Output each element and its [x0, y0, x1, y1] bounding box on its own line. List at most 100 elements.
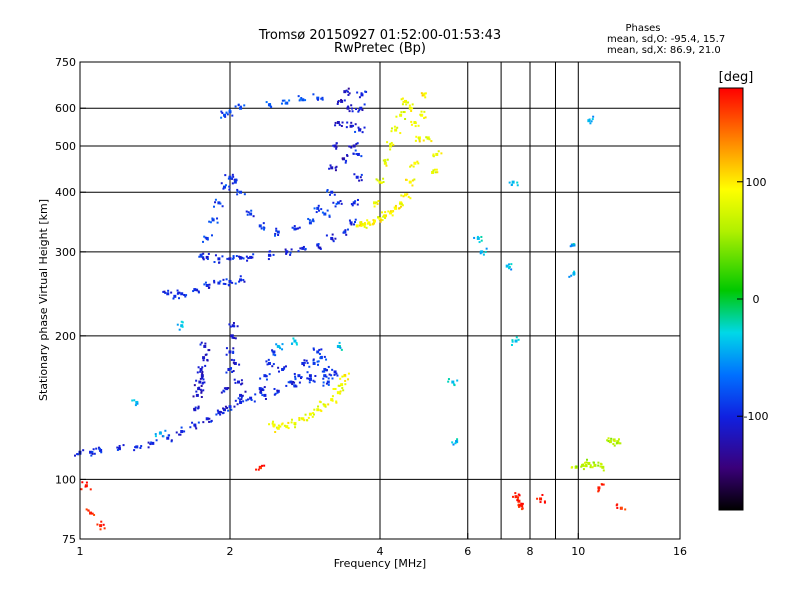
data-point-scatter	[225, 371, 228, 374]
data-point-scatter	[155, 439, 158, 442]
data-point	[205, 283, 209, 287]
data-point-scatter	[90, 454, 93, 457]
data-point-scatter	[178, 291, 181, 294]
data-point-scatter	[479, 250, 482, 253]
data-point-scatter	[265, 378, 268, 381]
data-point-scatter	[344, 379, 347, 382]
data-point-scatter	[389, 148, 392, 151]
data-point-scatter	[154, 435, 157, 438]
data-point-scatter	[216, 217, 219, 220]
data-point-scatter	[347, 93, 350, 96]
data-point-scatter	[257, 468, 260, 471]
data-point-scatter	[342, 389, 345, 392]
data-point-scatter	[343, 231, 346, 234]
data-point-scatter	[346, 121, 349, 124]
data-point-scatter	[238, 363, 241, 366]
data-point-scatter	[234, 399, 237, 402]
data-point-scatter	[294, 426, 297, 429]
data-point-scatter	[424, 92, 427, 95]
data-point-scatter	[345, 126, 348, 129]
data-point-scatter	[436, 171, 439, 174]
data-point-scatter	[91, 451, 94, 454]
data-point-scatter	[484, 250, 487, 253]
data-point-scatter	[372, 219, 375, 222]
data-point-scatter	[81, 481, 84, 484]
series-e-layer-x-trace	[268, 372, 350, 434]
data-point-scatter	[197, 290, 200, 293]
data-point-scatter	[246, 213, 249, 216]
data-point-scatter	[318, 352, 321, 355]
data-point-scatter	[454, 442, 457, 445]
data-point-scatter	[352, 124, 355, 127]
data-point-scatter	[335, 145, 338, 148]
data-point-scatter	[228, 188, 231, 191]
data-point-scatter	[80, 488, 83, 491]
data-point-scatter	[618, 442, 621, 445]
data-point-scatter	[402, 195, 405, 198]
data-point-scatter	[573, 244, 576, 247]
data-point-scatter	[371, 222, 374, 225]
data-point-scatter	[272, 351, 275, 354]
data-point-scatter	[573, 272, 576, 275]
data-point-scatter	[516, 184, 519, 187]
data-point-scatter	[181, 325, 184, 328]
data-point-scatter	[170, 440, 173, 443]
data-point-scatter	[181, 321, 184, 324]
data-point-scatter	[210, 234, 213, 237]
data-point-scatter	[318, 400, 321, 403]
data-point-scatter	[230, 408, 233, 411]
data-point-scatter	[193, 407, 196, 410]
data-point-scatter	[350, 223, 353, 226]
data-point	[263, 393, 267, 397]
data-point-scatter	[339, 392, 342, 395]
data-point-scatter	[260, 392, 263, 395]
data-point-scatter	[331, 399, 334, 402]
data-point-scatter	[202, 359, 205, 362]
data-point-scatter	[344, 161, 347, 164]
data-point-scatter	[239, 398, 242, 401]
data-point-scatter	[230, 358, 233, 361]
data-point-scatter	[335, 142, 338, 145]
data-point-scatter	[591, 466, 594, 469]
data-point-scatter	[354, 130, 357, 133]
data-point-scatter	[325, 234, 328, 237]
data-point-scatter	[571, 244, 574, 247]
data-point-scatter	[333, 373, 336, 376]
data-point-scatter	[265, 360, 268, 363]
phase-stats-x: mean, sd,X: 86.9, 21.0	[607, 45, 721, 56]
data-point-scatter	[232, 350, 235, 353]
data-point-scatter	[339, 200, 342, 203]
data-point-scatter	[350, 146, 353, 149]
data-point-scatter	[306, 419, 309, 422]
data-point-scatter	[250, 398, 253, 401]
data-point-scatter	[437, 150, 440, 153]
data-point-scatter	[354, 200, 357, 203]
data-point-scatter	[413, 178, 416, 181]
data-point-scatter	[568, 275, 571, 278]
data-point-scatter	[434, 171, 437, 174]
data-point-scatter	[299, 247, 302, 250]
data-point-scatter	[335, 165, 338, 168]
data-point-scatter	[233, 378, 236, 381]
data-point	[514, 495, 518, 499]
data-point-scatter	[202, 258, 205, 261]
data-point-scatter	[203, 235, 206, 238]
x-tick-label: 1	[77, 545, 84, 558]
data-point-scatter	[381, 219, 384, 222]
data-point-scatter	[517, 338, 520, 341]
data-point-scatter	[356, 142, 359, 145]
data-point-scatter	[386, 141, 389, 144]
data-point-scatter	[399, 132, 402, 135]
data-point	[89, 511, 93, 515]
data-point	[301, 417, 305, 421]
data-point-scatter	[204, 281, 207, 284]
data-point	[233, 180, 237, 184]
data-point	[231, 324, 235, 328]
data-point-scatter	[355, 107, 358, 110]
data-point-scatter	[231, 173, 234, 176]
data-point	[330, 236, 334, 240]
data-point-scatter	[211, 217, 214, 220]
data-point-scatter	[184, 295, 187, 298]
data-point-scatter	[398, 202, 401, 205]
data-point	[267, 361, 271, 365]
